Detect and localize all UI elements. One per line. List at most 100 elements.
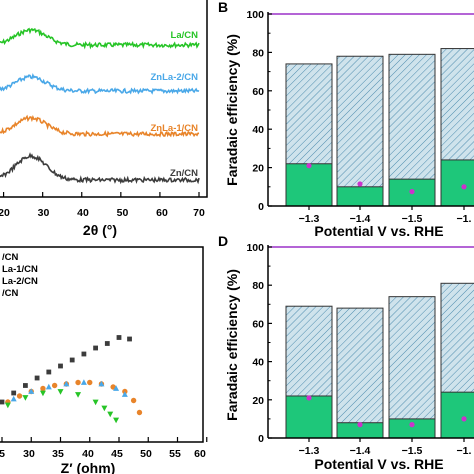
fe-lower-bar [440,159,474,207]
fe-lower-bar [388,418,436,439]
eis-point-triangle-down [22,395,29,401]
eis-point-triangle-down [4,402,11,409]
xrd-traces [0,27,200,185]
xrd-series-label-znla2: ZnLa-2/CN [151,72,199,83]
eis-point-square [34,375,40,381]
fe-marker [461,416,467,422]
fe-marker [409,422,415,428]
eis-point-circle [40,385,46,392]
eis-point-triangle [80,379,87,385]
eis-point-square [116,335,122,340]
fe-lower-bar [336,186,384,207]
fe-total-bar [336,307,384,439]
fe-x-tick-label: −1. [457,213,472,225]
fe-b-x-axis-label: Potential V vs. RHE [314,223,443,239]
eis-tick-label-60: 60 [194,448,206,460]
xrd-trace [0,114,200,138]
eis-point-circle [16,393,23,399]
eis-x-ticks [1,437,208,442]
fe-x-tick-label: −1.4 [350,445,371,457]
fe-y-tick-label: 0 [258,433,264,445]
eis-point-square [104,341,110,346]
eis-tick-label-50: 50 [140,448,152,460]
fe-x-tick-label: −1.3 [299,445,320,457]
eis-legend-entry-1: /CN [2,252,19,263]
fe-y-tick-label: 0 [258,201,264,213]
xrd-trace [0,27,200,50]
eis-point-triangle [113,385,120,391]
eis-tick-label-30: 30 [23,448,35,460]
eis-point-circle [136,409,143,416]
fe-total-bar [388,296,436,439]
eis-tick-label-40: 40 [82,448,94,460]
eis-point-square [23,383,28,388]
xrd-series-label-zn: Zn/CN [170,168,198,179]
eis-legend: /CN La-1/CN La-2/CN /CN [2,252,38,299]
fe-marker [306,395,312,401]
eis-point-triangle-down [92,399,99,406]
panel-label-d: D [218,233,228,249]
fe-marker [461,184,467,190]
fe-marker [306,163,312,169]
eis-point-triangle [121,391,128,397]
fe-d-y-axis-label: Faradaic efficiency (%) [224,269,240,421]
xrd-tick-label-70: 70 [193,207,205,219]
eis-points [0,335,143,424]
xrd-trace [0,72,200,95]
fe-y-tick-label: 40 [252,357,264,369]
fe-y-tick-label: 60 [252,86,264,98]
fe-d-x-axis-label: Potential V vs. RHE [314,456,443,472]
eis-point-square [81,351,87,357]
xrd-frame [0,0,208,198]
fe-marker [409,189,415,195]
fe-y-tick-label: 100 [246,242,264,254]
eis-point-triangle [98,380,105,387]
eis-point-triangle-down [57,389,64,395]
eis-legend-entry-4: /CN [2,288,19,299]
eis-tick-label-55: 55 [169,448,181,460]
panel-label-b: B [218,0,228,15]
eis-point-circle [75,379,81,386]
eis-point-triangle [45,383,52,390]
eis-point-square [0,399,5,405]
fe-y-tick-label: 20 [252,395,264,407]
eis-point-square [58,363,63,369]
xrd-x-ticks [2,192,200,197]
eis-point-circle [87,379,93,386]
xrd-tick-label-20: 20 [0,207,10,219]
xrd-tick-label-30: 30 [38,207,50,219]
fe-panel-b: B Faradaic efficiency (%) Potential V vs… [218,0,474,239]
xrd-tick-label-40: 40 [77,207,89,219]
eis-point-triangle-down [39,390,46,397]
fe-b-axes: 0 20 40 60 80 100 −1.3 −1.4 −1.5 −1. [246,9,474,225]
eis-x-axis-label: Z′ (ohm) [61,460,116,474]
fe-b-bars [285,48,474,207]
eis-point-square [46,369,52,375]
eis-point-triangle [10,395,17,402]
eis-point-triangle-down [107,411,114,418]
fe-y-tick-label: 80 [252,280,264,292]
eis-point-square [11,390,17,396]
xrd-panel: 20 30 40 50 60 70 2θ (°) La/CN ZnLa-2/CN… [0,0,208,238]
fe-total-bar [336,55,384,207]
eis-point-square [93,345,98,351]
eis-point-triangle [63,380,70,387]
fe-marker [357,181,363,187]
fe-y-tick-label: 100 [246,9,264,21]
xrd-tick-label-50: 50 [117,207,129,219]
fe-d-bars [285,282,474,439]
eis-legend-entry-2: La-1/CN [2,264,38,275]
eis-tick-label-35: 35 [52,448,64,460]
eis-point-square [69,357,75,363]
xrd-series-label-znla1: ZnLa-1/CN [151,123,199,134]
xrd-series-label-la: La/CN [171,30,199,41]
xrd-tick-label-60: 60 [156,207,168,219]
fe-lower-bar [285,395,333,439]
fe-y-tick-label: 60 [252,318,264,330]
fe-panel-d: D Faradaic efficiency (%) Potential V vs… [218,233,474,472]
fe-y-tick-label: 80 [252,47,264,59]
eis-point-circle [51,382,58,389]
eis-point-circle [130,397,137,404]
fe-lower-bar [440,391,474,439]
